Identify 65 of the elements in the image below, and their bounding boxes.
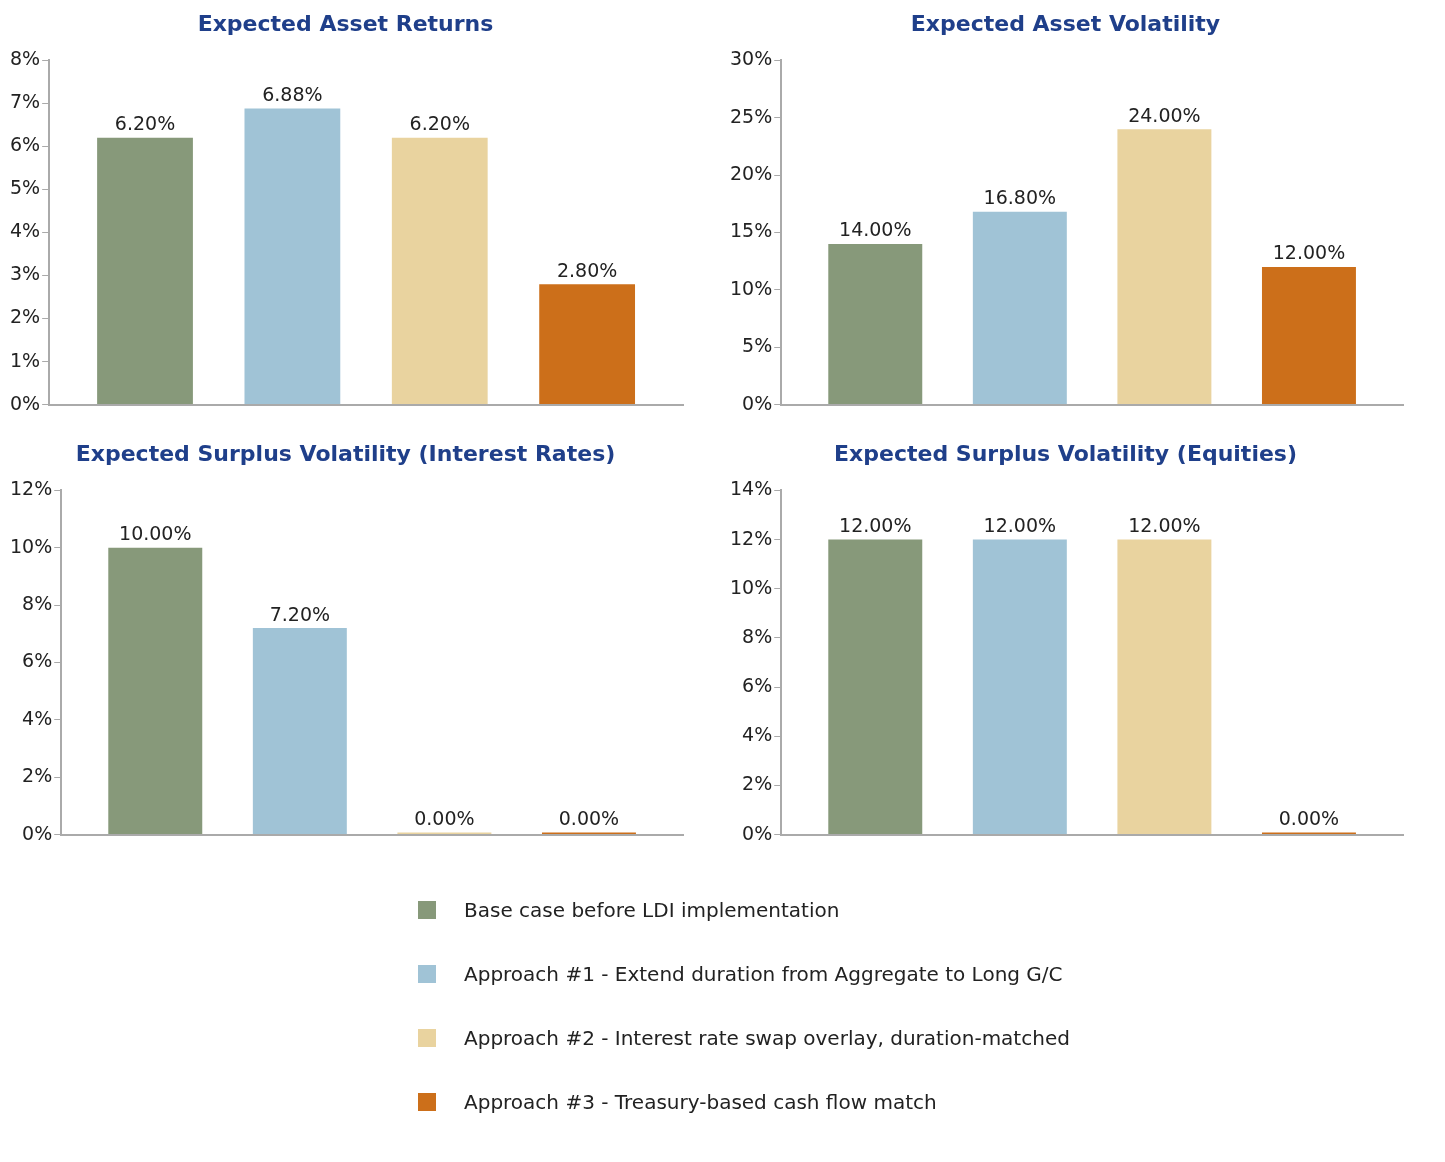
data-label: 10.00% [119,522,192,545]
data-label: 0.00% [558,807,620,830]
data-label: 7.20% [269,602,331,625]
y-tick-label: 30% [730,47,773,70]
bar [828,243,923,405]
y-tick-label: 6% [22,649,53,672]
bar [391,137,488,405]
data-label: 6.88% [262,83,323,106]
data-label: 12.00% [983,514,1057,537]
bar [252,628,347,835]
bar [539,284,636,405]
bar [244,108,341,405]
bar [108,547,203,835]
legend-label: Base case before LDI implementation [464,898,840,922]
data-label: 6.20% [409,112,470,135]
y-tick-label: 0% [9,391,41,414]
data-label: 24.00% [1128,103,1201,126]
y-tick-label: 7% [9,90,41,113]
y-tick-label: 5% [9,176,41,199]
y-tick-label: 6% [742,674,773,697]
chart-title: Expected Surplus Volatility (Equities) [834,440,1297,466]
y-tick-label: 0% [22,821,53,844]
y-tick-label: 8% [22,592,53,615]
chart-title: Expected Asset Returns [197,10,494,36]
chart-title: Expected Surplus Volatility (Interest Rates) [75,440,616,466]
data-label: 14.00% [839,218,912,241]
y-tick-label: 12% [730,526,773,549]
y-tick-label: 10% [730,575,773,598]
y-tick-label: 4% [9,219,41,242]
y-tick-label: 0% [742,821,773,844]
data-label: 0.00% [414,807,475,830]
y-tick-label: 2% [22,764,53,787]
bar [1261,266,1356,405]
y-tick-label: 2% [742,772,773,795]
y-tick-label: 4% [742,723,773,746]
legend-label: Approach #2 - Interest rate swap overlay, duration-matched [464,1026,1070,1050]
y-tick-label: 10% [730,276,773,299]
data-label: 2.80% [556,258,618,281]
y-tick-label: 0% [742,391,773,414]
y-tick-label: 2% [9,305,41,328]
y-tick-label: 10% [10,534,53,557]
y-tick-label: 6% [9,133,41,156]
data-label: 12.00% [839,514,912,537]
data-label: 0.00% [1278,807,1340,830]
data-label: 16.80% [983,186,1057,209]
y-tick-label: 8% [9,47,41,70]
y-tick-label: 14% [730,477,773,500]
y-tick-label: 20% [730,162,773,185]
y-tick-label: 3% [9,262,41,285]
y-tick-label: 15% [730,219,773,242]
bar [972,211,1067,405]
y-tick-label: 25% [730,104,773,127]
y-tick-label: 4% [22,706,53,729]
data-label: 6.20% [114,112,176,135]
bar [97,137,193,405]
data-label: 12.00% [1128,514,1201,537]
y-tick-label: 8% [742,624,773,647]
data-label: 12.00% [1272,241,1346,264]
y-tick-label: 5% [742,334,773,357]
y-tick-label: 12% [10,477,53,500]
y-tick-label: 1% [9,348,41,371]
bar [1117,129,1212,405]
legend-label: Approach #3 - Treasury-based cash flow match [464,1090,937,1114]
legend-label: Approach #1 - Extend duration from Aggregate to Long G/C [464,962,1063,986]
chart-title: Expected Asset Volatility [910,10,1221,36]
